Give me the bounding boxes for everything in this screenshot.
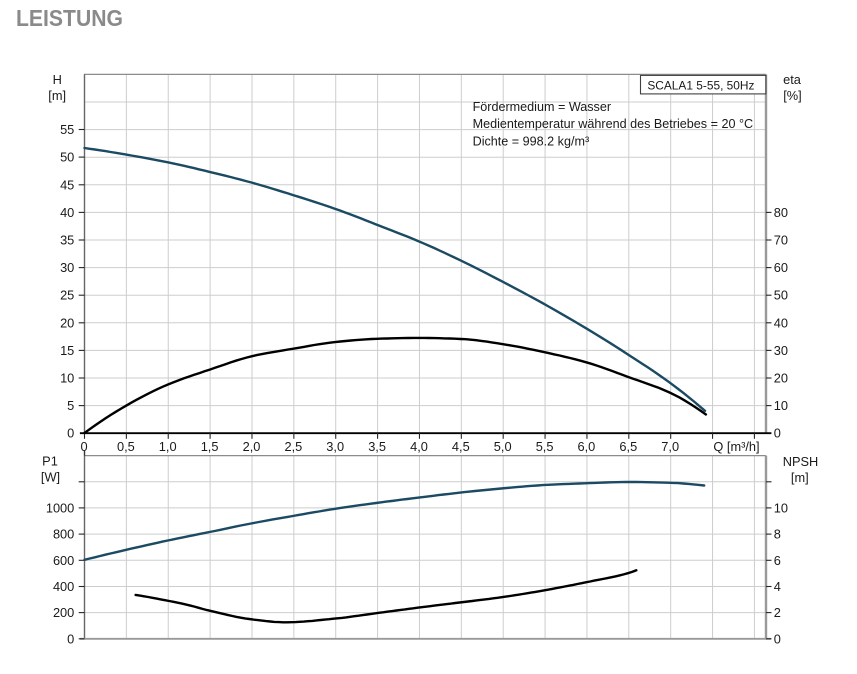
svg-text:35: 35: [60, 233, 74, 248]
svg-text:5,0: 5,0: [494, 439, 512, 454]
svg-text:70: 70: [774, 233, 788, 248]
svg-text:2,5: 2,5: [285, 439, 303, 454]
svg-text:0,5: 0,5: [117, 439, 135, 454]
svg-text:0: 0: [67, 631, 74, 646]
svg-text:1000: 1000: [46, 500, 74, 515]
svg-text:50: 50: [774, 288, 788, 303]
svg-text:1,5: 1,5: [201, 439, 219, 454]
svg-text:40: 40: [60, 205, 74, 220]
svg-text:NPSH: NPSH: [783, 454, 819, 469]
svg-text:SCALA1 5-55, 50Hz: SCALA1 5-55, 50Hz: [647, 78, 754, 92]
svg-text:4: 4: [774, 579, 781, 594]
svg-text:2: 2: [774, 605, 781, 620]
svg-text:4,0: 4,0: [410, 439, 428, 454]
svg-text:Q [m³/h]: Q [m³/h]: [713, 439, 759, 454]
svg-text:55: 55: [60, 122, 74, 137]
svg-text:5: 5: [67, 398, 74, 413]
svg-text:800: 800: [53, 527, 74, 542]
svg-text:Dichte = 998.2 kg/m³: Dichte = 998.2 kg/m³: [473, 134, 590, 148]
svg-text:8: 8: [774, 527, 781, 542]
svg-text:1,0: 1,0: [159, 439, 177, 454]
svg-text:0: 0: [774, 631, 781, 646]
svg-text:10: 10: [60, 371, 74, 386]
svg-text:60: 60: [774, 260, 788, 275]
svg-text:[m]: [m]: [48, 88, 66, 103]
svg-text:2,0: 2,0: [243, 439, 261, 454]
svg-text:Medientemperatur während des B: Medientemperatur während des Betriebes =…: [473, 117, 754, 131]
svg-text:25: 25: [60, 288, 74, 303]
svg-text:40: 40: [774, 315, 788, 330]
svg-text:10: 10: [774, 398, 788, 413]
svg-text:6: 6: [774, 553, 781, 568]
svg-text:0: 0: [67, 426, 74, 441]
svg-text:5,5: 5,5: [536, 439, 554, 454]
svg-text:[%]: [%]: [783, 88, 802, 103]
svg-text:20: 20: [60, 315, 74, 330]
svg-text:6,5: 6,5: [619, 439, 637, 454]
svg-text:P1: P1: [42, 454, 58, 469]
svg-text:7,0: 7,0: [661, 439, 679, 454]
svg-text:20: 20: [774, 371, 788, 386]
svg-text:80: 80: [774, 205, 788, 220]
svg-text:50: 50: [60, 150, 74, 165]
svg-text:0: 0: [80, 439, 87, 454]
svg-text:3,0: 3,0: [326, 439, 344, 454]
svg-text:10: 10: [774, 500, 788, 515]
svg-text:4,5: 4,5: [452, 439, 470, 454]
svg-text:[W]: [W]: [41, 470, 60, 485]
svg-text:200: 200: [53, 605, 74, 620]
svg-text:Fördermedium = Wasser: Fördermedium = Wasser: [473, 100, 611, 114]
svg-text:15: 15: [60, 343, 74, 358]
svg-text:30: 30: [60, 260, 74, 275]
svg-text:[m]: [m]: [791, 470, 809, 485]
svg-text:3,5: 3,5: [368, 439, 386, 454]
svg-text:400: 400: [53, 579, 74, 594]
svg-text:45: 45: [60, 177, 74, 192]
svg-text:eta: eta: [783, 72, 802, 87]
svg-text:0: 0: [774, 426, 781, 441]
svg-text:H: H: [53, 72, 62, 87]
svg-text:600: 600: [53, 553, 74, 568]
svg-text:6,0: 6,0: [578, 439, 596, 454]
svg-text:30: 30: [774, 343, 788, 358]
